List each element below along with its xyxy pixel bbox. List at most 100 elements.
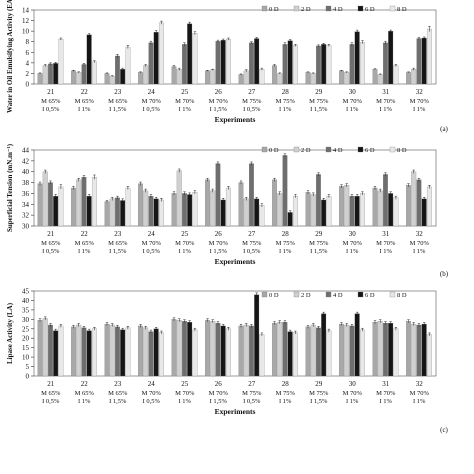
bar (81, 327, 87, 377)
bar (225, 328, 231, 377)
bar (58, 325, 64, 377)
bar (115, 55, 120, 85)
bar (316, 327, 321, 377)
x-category-label: 28 (282, 230, 290, 238)
x-category-sublabel: M 75% (309, 98, 329, 105)
bar (426, 186, 432, 227)
bar (215, 41, 221, 85)
series-2d (42, 168, 417, 227)
y-axis-label: Lipase Activity (LA) (6, 302, 14, 364)
bar (76, 324, 82, 377)
panel-label: (b) (440, 270, 449, 278)
y-tick-label: 35 (22, 306, 30, 314)
x-category-sublabel: M 75% (276, 390, 296, 397)
bar (171, 319, 177, 377)
bar (104, 73, 110, 85)
bar (372, 69, 378, 85)
y-tick-label: 4 (26, 59, 30, 67)
legend-swatch (261, 5, 268, 12)
x-category-label: 22 (81, 230, 89, 238)
bar (125, 46, 131, 85)
x-category-sublabel: I 0,5% (243, 398, 261, 405)
bar (148, 42, 154, 85)
series-6d (53, 21, 427, 85)
x-category-sublabel: I 1,5% (109, 398, 127, 405)
bar (292, 45, 298, 85)
series-6d (53, 191, 427, 227)
bar (143, 190, 149, 227)
bar (354, 196, 360, 227)
bar (215, 322, 221, 377)
bar (287, 40, 293, 85)
bar (406, 72, 411, 85)
x-category-label: 25 (181, 380, 189, 388)
legend-swatch (325, 291, 332, 298)
bar (316, 174, 321, 227)
x-category-sublabel: M 70% (343, 98, 363, 105)
bar (272, 322, 277, 377)
bar (37, 73, 43, 85)
bar (344, 72, 350, 85)
x-category-sublabel: M 70% (209, 98, 229, 105)
bar (388, 322, 394, 377)
bar (249, 325, 254, 377)
bar (393, 197, 399, 227)
bar (259, 334, 265, 377)
bar (42, 65, 48, 85)
bar (316, 45, 321, 85)
bar (421, 323, 427, 377)
x-category-sublabel: I 1% (346, 106, 359, 113)
bar (158, 332, 164, 377)
bar (287, 212, 293, 227)
plot-frame (33, 149, 437, 227)
x-category-sublabel: M 65% (41, 240, 61, 247)
x-axis-label: Experiments (215, 257, 256, 266)
bar (109, 75, 115, 85)
x-category-sublabel: I 0,5% (143, 398, 161, 405)
x-category-sublabel: I 1,5% (210, 248, 228, 255)
bar (292, 196, 298, 227)
legend-swatch (357, 291, 364, 298)
bar (148, 196, 154, 227)
x-category-sublabel: M 70% (410, 390, 430, 397)
x-category-sublabel: I 1% (279, 398, 292, 405)
x-category-sublabel: I 1,5% (310, 248, 328, 255)
x-category-sublabel: I 1% (380, 106, 393, 113)
x-category-label: 32 (416, 88, 424, 96)
bar (171, 193, 177, 227)
bar (411, 69, 417, 85)
legend-label: 2 D (301, 147, 311, 154)
legend-label: 8 D (397, 292, 407, 299)
bar (249, 42, 254, 85)
x-category-label: 30 (349, 88, 357, 96)
bar (326, 196, 332, 227)
bar (143, 65, 149, 85)
bar (171, 66, 177, 85)
x-axis-label: Experiments (215, 115, 256, 124)
x-category-sublabel: M 65% (108, 240, 128, 247)
x-category-label: 21 (47, 88, 55, 96)
x-category-label: 25 (181, 88, 189, 96)
x-category-sublabel: M 75% (309, 390, 329, 397)
bar (243, 198, 249, 227)
bar (220, 40, 226, 85)
bar (349, 196, 355, 227)
bar (153, 198, 159, 227)
bar (48, 63, 53, 85)
x-category-label: 22 (81, 380, 89, 388)
bar (192, 192, 198, 227)
legend-swatch (325, 5, 332, 12)
x-category-label: 24 (148, 88, 156, 96)
x-category-label: 27 (248, 88, 256, 96)
bar (205, 70, 210, 85)
series-0d (37, 317, 411, 377)
bar (120, 329, 126, 377)
x-category-label: 22 (81, 88, 89, 96)
x-category-sublabel: M 75% (276, 98, 296, 105)
x-category-sublabel: I 1% (78, 398, 91, 405)
bar (388, 31, 394, 85)
chart-panel-2: 30 32 34 36 38 40 42 44 Superficial Tension (mN.… (6, 143, 449, 278)
series-2d (42, 316, 417, 377)
y-tick-label: 0 (26, 373, 30, 381)
x-category-sublabel: I 1% (78, 106, 91, 113)
